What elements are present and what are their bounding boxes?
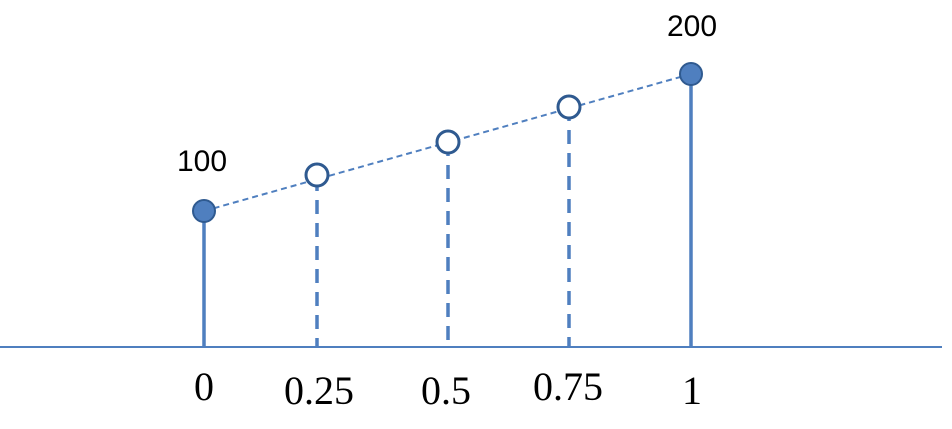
tick-label-0.25: 0.25: [284, 368, 354, 413]
tick-label-0.5: 0.5: [421, 368, 471, 413]
start-value-label: 100: [177, 145, 227, 178]
known-point-x-0: [192, 199, 216, 223]
interpolated-point-x-0.75: [556, 94, 582, 120]
tick-label-1: 1: [682, 368, 702, 413]
known-point-x-1: [679, 62, 703, 86]
interpolated-point-x-0.25: [304, 162, 330, 188]
tick-label-0: 0: [194, 364, 214, 409]
end-value-label: 200: [667, 10, 717, 43]
interpolated-point-x-0.5: [435, 129, 461, 155]
tick-label-0.75: 0.75: [533, 364, 603, 409]
